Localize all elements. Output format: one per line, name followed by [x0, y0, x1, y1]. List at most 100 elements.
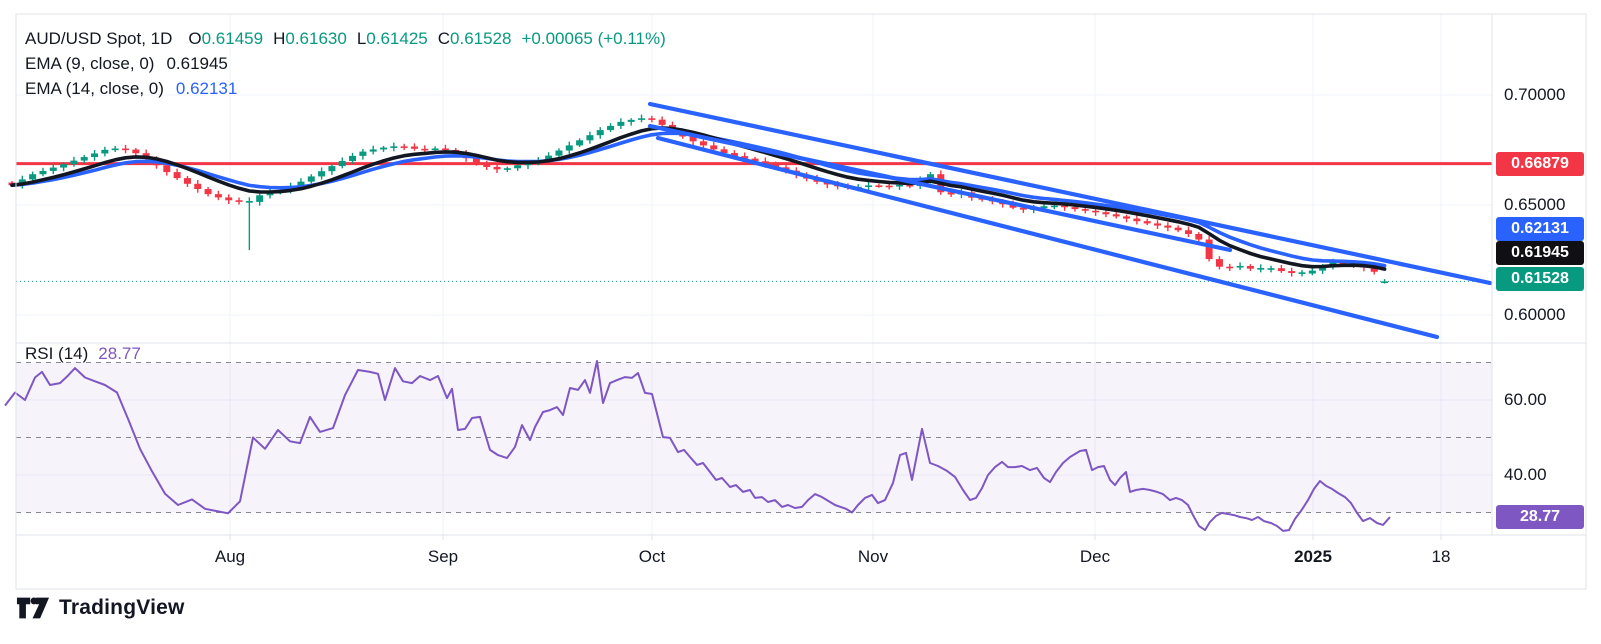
high-value: 0.61630 — [285, 29, 347, 48]
candle-down — [1277, 268, 1285, 272]
low-value: 0.61425 — [366, 29, 428, 48]
tradingview-logo[interactable]: TradingView — [16, 594, 185, 622]
rsi-legend[interactable]: RSI (14) 28.77 — [25, 344, 141, 364]
candle-up — [1040, 206, 1048, 209]
time-axis-label-2025[interactable]: 2025 — [1294, 547, 1332, 566]
candle-down — [472, 158, 480, 164]
candle-up — [617, 121, 625, 126]
candle-down — [710, 145, 718, 150]
candle-up — [256, 195, 264, 202]
candle-up — [627, 119, 635, 122]
candle-up — [1236, 265, 1244, 268]
candle-up — [266, 192, 274, 196]
low-label: L — [356, 29, 367, 48]
candle-down — [947, 192, 955, 195]
ema14-label: EMA (14, close, 0) — [25, 79, 164, 98]
chart-legend[interactable]: AUD/USD Spot, 1D O0.61459 H0.61630 L0.61425… — [25, 26, 666, 101]
candle-up — [545, 155, 553, 161]
candle-down — [1092, 210, 1100, 213]
rsi-line[interactable] — [4, 360, 1391, 532]
open-value: 0.61459 — [201, 29, 264, 48]
candle-down — [720, 149, 728, 153]
candle-down — [741, 156, 749, 159]
candle-down — [1081, 209, 1089, 211]
close-label: C — [437, 29, 451, 48]
candle-down — [1143, 221, 1151, 224]
candle-down — [1019, 207, 1027, 210]
candle-down — [1071, 207, 1079, 210]
candle-up — [245, 201, 253, 203]
price-badge-0.61528: 0.61528 — [1496, 267, 1584, 291]
candle-down — [1339, 262, 1347, 264]
time-axis-label-Nov[interactable]: Nov — [857, 547, 889, 566]
candle-down — [1102, 212, 1110, 215]
candle-down — [194, 183, 202, 190]
time-axis-label-Aug[interactable]: Aug — [214, 547, 246, 566]
candle-down — [1061, 205, 1069, 208]
candle-down — [122, 148, 130, 151]
time-axis-label-Sep[interactable]: Sep — [427, 547, 459, 566]
candle-up — [39, 170, 47, 175]
candle-up — [514, 165, 522, 169]
candle-down — [1215, 259, 1223, 267]
time-axis-label-18[interactable]: 18 — [1431, 547, 1451, 566]
candle-up — [926, 174, 934, 180]
candle-down — [730, 152, 738, 157]
trendline-1[interactable] — [647, 101, 1493, 286]
candle-up — [101, 149, 109, 154]
candle-up — [328, 166, 336, 172]
time-axis-label-Oct[interactable]: Oct — [638, 547, 666, 566]
high-label: H — [273, 29, 286, 48]
candle-down — [1112, 214, 1120, 217]
candle-down — [875, 185, 883, 188]
candle-down — [493, 166, 501, 170]
candle-up — [596, 130, 604, 136]
ema9-value: 0.61945 — [166, 54, 228, 73]
candle-down — [772, 164, 780, 168]
ema14-value: 0.62131 — [175, 79, 238, 98]
candle-down — [1226, 266, 1234, 269]
candle-down — [214, 194, 222, 198]
time-axis-label-Dec[interactable]: Dec — [1079, 547, 1111, 566]
candle-down — [1370, 267, 1378, 272]
candle-down — [183, 178, 191, 184]
candle-up — [555, 150, 563, 156]
candle-up — [390, 146, 398, 148]
tradingview-logo-text: TradingView — [59, 596, 185, 619]
candle-up — [896, 184, 904, 187]
ema9-row[interactable]: EMA (9, close, 0) 0.61945 — [25, 51, 666, 76]
candle-down — [1123, 216, 1131, 219]
rsi-scale-label-60.00: 60.00 — [1504, 390, 1547, 409]
candle-up — [111, 148, 119, 151]
candle-down — [699, 141, 707, 146]
price-badge-0.66879: 0.66879 — [1496, 152, 1584, 176]
candle-up — [607, 125, 615, 131]
candle-down — [400, 146, 408, 148]
candle-up — [1257, 268, 1265, 270]
candle-down — [410, 146, 418, 149]
symbol-title[interactable]: AUD/USD Spot, 1D — [25, 29, 173, 48]
candle-down — [1154, 223, 1162, 226]
ema14-row[interactable]: EMA (14, close, 0) 0.62131 — [25, 76, 666, 101]
trendline-2[interactable] — [647, 123, 1233, 253]
price-label-0.65000: 0.65000 — [1504, 195, 1566, 214]
candle-down — [204, 189, 212, 195]
candle-up — [380, 147, 388, 150]
candlestick-series[interactable] — [8, 114, 1389, 284]
candle-up — [1050, 205, 1058, 208]
candle-down — [1164, 225, 1172, 228]
candle-up — [1308, 270, 1316, 274]
ema9-line[interactable] — [10, 126, 1387, 271]
rsi-label: RSI (14) — [25, 344, 89, 363]
candle-up — [91, 153, 99, 158]
candle-up — [369, 149, 377, 152]
symbol-ohlc-row[interactable]: AUD/USD Spot, 1D O0.61459 H0.61630 L0.61425… — [25, 26, 666, 51]
rsi-value: 28.77 — [98, 344, 141, 363]
trendline-3[interactable] — [655, 135, 1440, 340]
candle-up — [586, 135, 594, 141]
candle-down — [483, 163, 491, 167]
candle-down — [163, 165, 171, 173]
candle-up — [29, 174, 37, 180]
